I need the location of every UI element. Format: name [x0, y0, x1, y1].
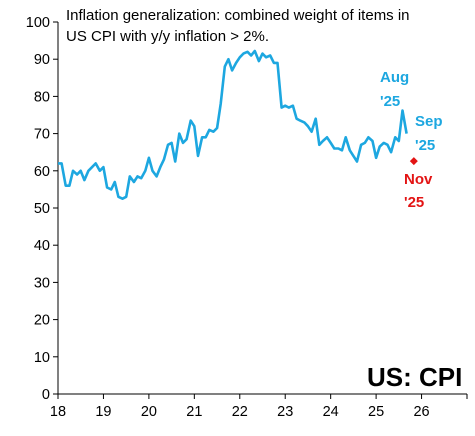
chart-title-line-2: US CPI with y/y inflation > 2%.: [66, 28, 269, 45]
x-tick-label: 22: [232, 404, 248, 420]
series-line-0: [58, 49, 408, 200]
y-tick-label: 80: [34, 89, 50, 105]
annotation-aug-line-2: '25: [380, 93, 400, 110]
x-tick-label: 23: [277, 404, 293, 420]
x-axis-ticks: 18 19 20 21 22 23 24 25 26: [50, 394, 468, 420]
x-tick-label: 20: [141, 404, 157, 420]
x-tick-label: 19: [95, 404, 111, 420]
annotation-sep-line-2: '25: [415, 137, 435, 154]
y-axis-ticks: 0 10 20 30 40 50 60 70 80 90 100: [26, 15, 58, 403]
y-tick-label: 0: [42, 387, 50, 403]
y-tick-label: 50: [34, 201, 50, 217]
x-tick-label: 25: [368, 404, 384, 420]
y-tick-label: 10: [34, 350, 50, 366]
points-layer: [409, 157, 418, 166]
x-tick-label: 21: [186, 404, 202, 420]
y-tick-label: 30: [34, 275, 50, 291]
x-tick-label: 26: [413, 404, 429, 420]
series-layer: [58, 49, 408, 200]
y-tick-label: 90: [34, 52, 50, 68]
annotation-sep-line-1: Sep: [415, 113, 443, 130]
chart-title-line-1: Inflation generalization: combined weigh…: [66, 7, 410, 24]
x-tick-label: 24: [323, 404, 339, 420]
annotation-aug-line-1: Aug: [380, 69, 409, 86]
y-tick-label: 40: [34, 238, 50, 254]
x-tick-label: 18: [50, 404, 66, 420]
chart-watermark-label: US: CPI: [367, 362, 462, 392]
annotation-nov-line-2: '25: [404, 194, 424, 211]
highlight-point-0: [409, 157, 418, 166]
y-tick-label: 20: [34, 313, 50, 329]
annotation-nov-line-1: Nov: [404, 171, 433, 188]
y-tick-label: 100: [26, 15, 50, 31]
y-tick-label: 60: [34, 164, 50, 180]
y-tick-label: 70: [34, 127, 50, 143]
